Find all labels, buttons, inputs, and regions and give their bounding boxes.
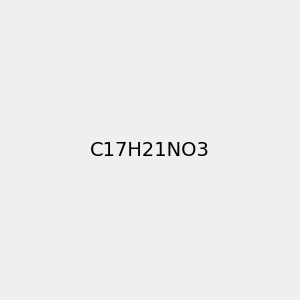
Text: C17H21NO3: C17H21NO3 — [90, 140, 210, 160]
